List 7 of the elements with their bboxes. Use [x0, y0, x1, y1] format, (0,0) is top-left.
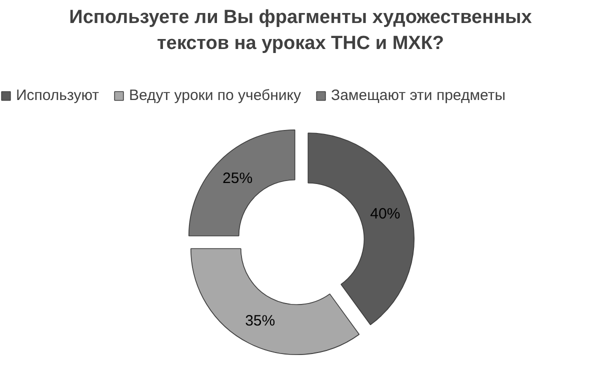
data-label: 25%	[222, 170, 253, 188]
data-label: 40%	[370, 205, 400, 222]
legend-label: Замещают эти предметы	[331, 87, 506, 104]
legend-label: Ведут уроки по учебнику	[128, 87, 302, 104]
data-label: 35%	[245, 312, 276, 330]
chart-title: Используете ли Вы фрагменты художественных текстов на уроках ТНС и МХК?	[69, 7, 532, 54]
legend-label: Используют	[16, 87, 99, 104]
